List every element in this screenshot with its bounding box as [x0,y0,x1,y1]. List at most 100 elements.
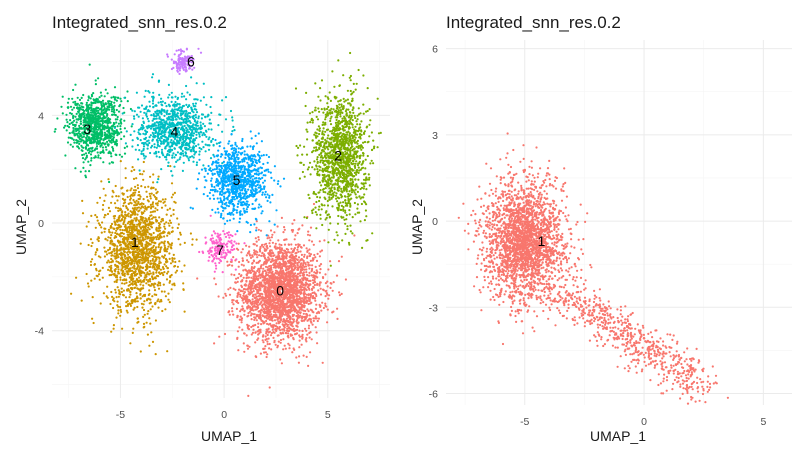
data-point [147,185,150,188]
data-point [268,330,271,333]
data-point [309,283,312,286]
data-point [154,263,157,266]
data-point [146,266,149,269]
data-point [299,292,302,295]
data-point [127,248,130,251]
data-point [312,317,315,320]
data-point [248,245,251,248]
data-point [90,214,93,217]
data-point [113,247,116,250]
data-point [112,227,115,230]
data-point [299,274,302,277]
data-point [291,259,294,262]
data-point [285,288,288,291]
data-point [97,236,100,239]
data-point [250,325,253,329]
data-point [310,270,313,273]
data-point [150,249,153,252]
data-point [305,216,308,220]
data-point [325,107,329,111]
data-point [147,242,150,245]
data-point [360,163,363,166]
data-point [239,289,242,292]
data-point [143,219,147,222]
data-point [266,305,269,308]
data-point [140,205,143,208]
data-point [321,223,324,227]
data-point [305,337,308,340]
data-point [274,258,278,262]
data-point [341,239,344,242]
data-point [266,333,269,337]
data-point [318,311,321,314]
data-point [80,299,83,302]
data-point [157,306,160,309]
data-point [305,329,308,332]
data-point [243,313,246,316]
data-point [338,291,341,294]
data-point [308,252,311,255]
data-point [319,263,323,266]
data-point [128,296,131,299]
data-point [349,193,352,196]
data-point [100,226,103,229]
data-point [256,288,259,292]
data-point [263,247,266,250]
data-point [335,274,339,277]
data-point [351,216,354,219]
data-point [281,293,284,296]
data-point [166,272,169,275]
data-point [158,226,161,229]
data-point [256,251,259,254]
data-point [366,239,369,242]
data-point [155,238,158,241]
data-point [243,332,246,335]
data-point [151,305,154,308]
data-point [265,261,268,264]
data-point [331,70,334,73]
data-point [292,338,295,341]
data-point [370,159,373,162]
data-point [301,329,304,332]
data-point [253,285,256,288]
data-point [319,87,322,90]
data-point [130,286,133,290]
data-point [158,229,161,232]
data-point [127,225,130,229]
data-point [365,215,368,218]
data-point [313,253,316,257]
data-point [274,265,277,268]
data-point [302,263,305,267]
data-point [113,280,116,283]
data-point [356,190,359,193]
data-point [171,230,174,233]
data-point [318,153,321,156]
data-point [340,292,343,295]
data-point [139,230,142,233]
data-point [311,211,314,215]
data-point [251,279,254,282]
data-point [298,355,301,358]
data-point [130,299,133,303]
data-point [173,257,176,260]
data-point [329,260,332,263]
data-point [170,288,173,291]
data-point [302,268,305,271]
data-point [281,309,284,312]
data-point [236,330,239,333]
data-point [274,343,277,346]
data-point [230,273,233,276]
data-point [320,249,324,252]
data-point [321,361,324,364]
data-point [130,193,133,196]
data-point [295,255,298,258]
data-point [285,294,288,297]
data-point [152,231,155,235]
data-point [299,250,302,253]
data-point [277,251,280,254]
data-point [314,293,318,296]
data-point [148,270,151,273]
data-point [109,240,112,243]
data-point [302,309,305,312]
data-point [264,345,267,348]
